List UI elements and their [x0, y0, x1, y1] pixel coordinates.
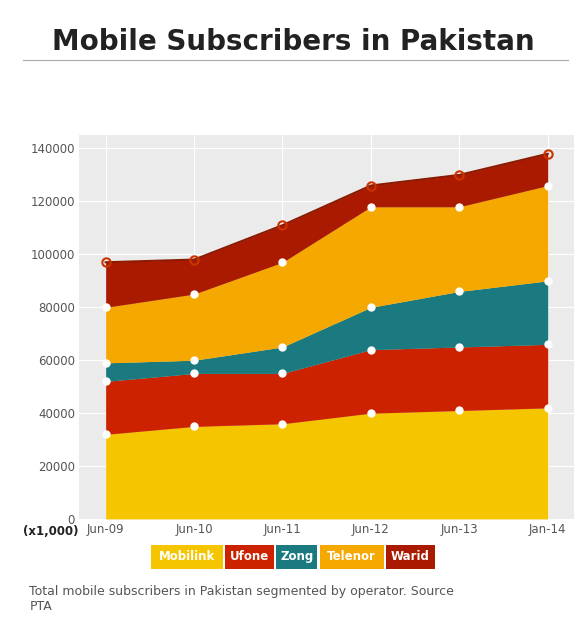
Text: Telenor: Telenor — [327, 550, 376, 563]
Text: (x1,000): (x1,000) — [23, 525, 79, 538]
Text: Total mobile subscribers in Pakistan segmented by operator. Source
PTA: Total mobile subscribers in Pakistan seg… — [29, 585, 454, 613]
Text: Mobile Subscribers in Pakistan: Mobile Subscribers in Pakistan — [52, 28, 534, 57]
Text: Mobilink: Mobilink — [159, 550, 215, 563]
Text: Zong: Zong — [280, 550, 314, 563]
Text: Warid: Warid — [391, 550, 430, 563]
Text: Ufone: Ufone — [230, 550, 269, 563]
